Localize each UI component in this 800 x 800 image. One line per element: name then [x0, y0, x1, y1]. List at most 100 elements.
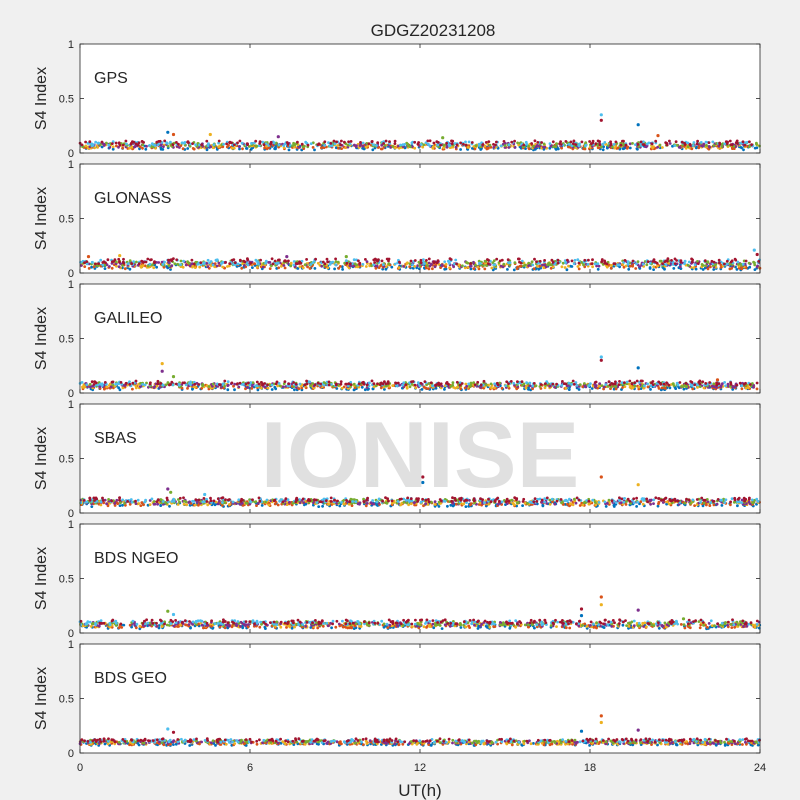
data-point — [462, 142, 465, 146]
data-point — [561, 380, 564, 383]
data-point — [753, 268, 757, 271]
data-point — [453, 142, 457, 145]
data-point — [362, 382, 366, 386]
data-point — [396, 381, 400, 385]
data-point — [264, 142, 268, 146]
data-point — [169, 140, 172, 144]
data-point — [711, 385, 714, 388]
data-point — [633, 384, 637, 388]
data-point — [237, 385, 241, 389]
data-point — [137, 262, 141, 266]
data-point — [598, 143, 602, 147]
data-point — [372, 143, 375, 147]
data-point — [85, 262, 89, 266]
data-point — [342, 385, 346, 389]
data-point — [150, 142, 154, 146]
data-point — [283, 266, 287, 270]
data-point — [256, 502, 260, 505]
data-point — [659, 259, 663, 263]
data-point — [153, 144, 157, 147]
y-tick-label: 1 — [68, 399, 74, 411]
data-point — [172, 257, 175, 260]
data-point — [561, 261, 565, 265]
data-point — [582, 263, 585, 267]
data-point — [756, 264, 759, 268]
data-point — [714, 263, 718, 266]
data-point — [282, 264, 286, 267]
data-point — [724, 498, 728, 502]
data-point — [150, 258, 153, 261]
data-point — [622, 143, 625, 147]
data-point — [547, 261, 551, 265]
data-point — [729, 260, 733, 264]
data-point — [648, 261, 652, 265]
data-point — [695, 142, 699, 146]
data-point — [240, 141, 244, 145]
data-point — [687, 260, 691, 264]
data-point — [101, 499, 105, 502]
data-point — [432, 261, 436, 265]
data-point — [594, 503, 598, 507]
data-point — [573, 258, 577, 262]
data-point — [684, 382, 688, 385]
data-point — [80, 381, 84, 384]
data-point — [551, 265, 555, 269]
data-point — [565, 268, 569, 272]
data-point — [117, 265, 121, 269]
data-point — [487, 383, 490, 387]
data-point — [87, 267, 91, 270]
data-point — [233, 388, 236, 392]
data-point — [527, 261, 531, 265]
data-point — [741, 262, 745, 266]
data-point — [245, 147, 248, 150]
data-point — [738, 381, 742, 385]
data-point — [584, 141, 588, 145]
data-point — [679, 263, 682, 267]
data-point — [221, 265, 225, 269]
data-point — [596, 262, 600, 266]
data-point — [416, 264, 420, 267]
data-point — [408, 144, 411, 148]
data-point — [250, 384, 254, 388]
data-point — [424, 386, 428, 390]
data-point — [685, 497, 688, 501]
data-point — [221, 501, 224, 504]
data-point — [364, 145, 368, 149]
data-point — [500, 386, 504, 390]
data-point — [250, 142, 253, 145]
data-point — [201, 384, 204, 388]
data-point — [349, 262, 352, 266]
data-point — [683, 141, 686, 145]
data-point — [680, 140, 684, 144]
y-axis-label: S4 Index — [33, 427, 50, 490]
data-point — [224, 498, 227, 502]
data-point — [278, 258, 281, 262]
data-point — [263, 385, 267, 389]
data-point — [141, 143, 145, 147]
data-point — [80, 264, 83, 267]
data-point — [588, 145, 592, 149]
data-point — [729, 500, 732, 504]
data-point — [337, 146, 340, 150]
spike-point — [636, 483, 640, 487]
data-point — [449, 385, 453, 388]
data-point — [306, 143, 310, 147]
data-point — [220, 385, 223, 389]
data-point — [594, 380, 598, 384]
data-point — [232, 384, 235, 388]
data-point — [293, 143, 297, 147]
data-point — [352, 382, 356, 386]
data-point — [712, 144, 716, 147]
data-point — [583, 382, 586, 385]
data-point — [410, 380, 413, 384]
data-point — [544, 382, 547, 385]
data-point — [349, 264, 353, 268]
data-point — [560, 146, 563, 150]
data-point — [726, 382, 730, 386]
data-point — [448, 257, 452, 260]
data-point — [574, 143, 578, 146]
data-point — [427, 267, 431, 271]
data-point — [633, 381, 637, 385]
data-point — [742, 148, 745, 152]
